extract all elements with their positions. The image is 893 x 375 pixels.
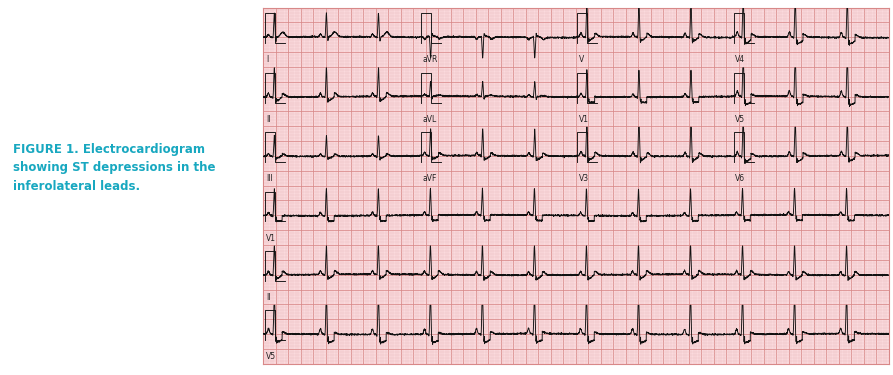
Text: III: III	[266, 174, 272, 183]
Text: V1: V1	[266, 234, 276, 243]
Text: V: V	[579, 56, 584, 64]
Text: V1: V1	[579, 115, 588, 124]
Text: aVR: aVR	[422, 56, 438, 64]
Text: FIGURE 1. Electrocardiogram
showing ST depressions in the
inferolateral leads.: FIGURE 1. Electrocardiogram showing ST d…	[13, 143, 215, 193]
Text: V5: V5	[735, 115, 745, 124]
Text: I: I	[266, 56, 268, 64]
Text: V5: V5	[266, 352, 276, 362]
Text: V6: V6	[735, 174, 745, 183]
Text: V4: V4	[735, 56, 745, 64]
Text: II: II	[266, 115, 271, 124]
Text: aVF: aVF	[422, 174, 437, 183]
Text: V3: V3	[579, 174, 588, 183]
Text: II: II	[266, 293, 271, 302]
Text: aVL: aVL	[422, 115, 437, 124]
